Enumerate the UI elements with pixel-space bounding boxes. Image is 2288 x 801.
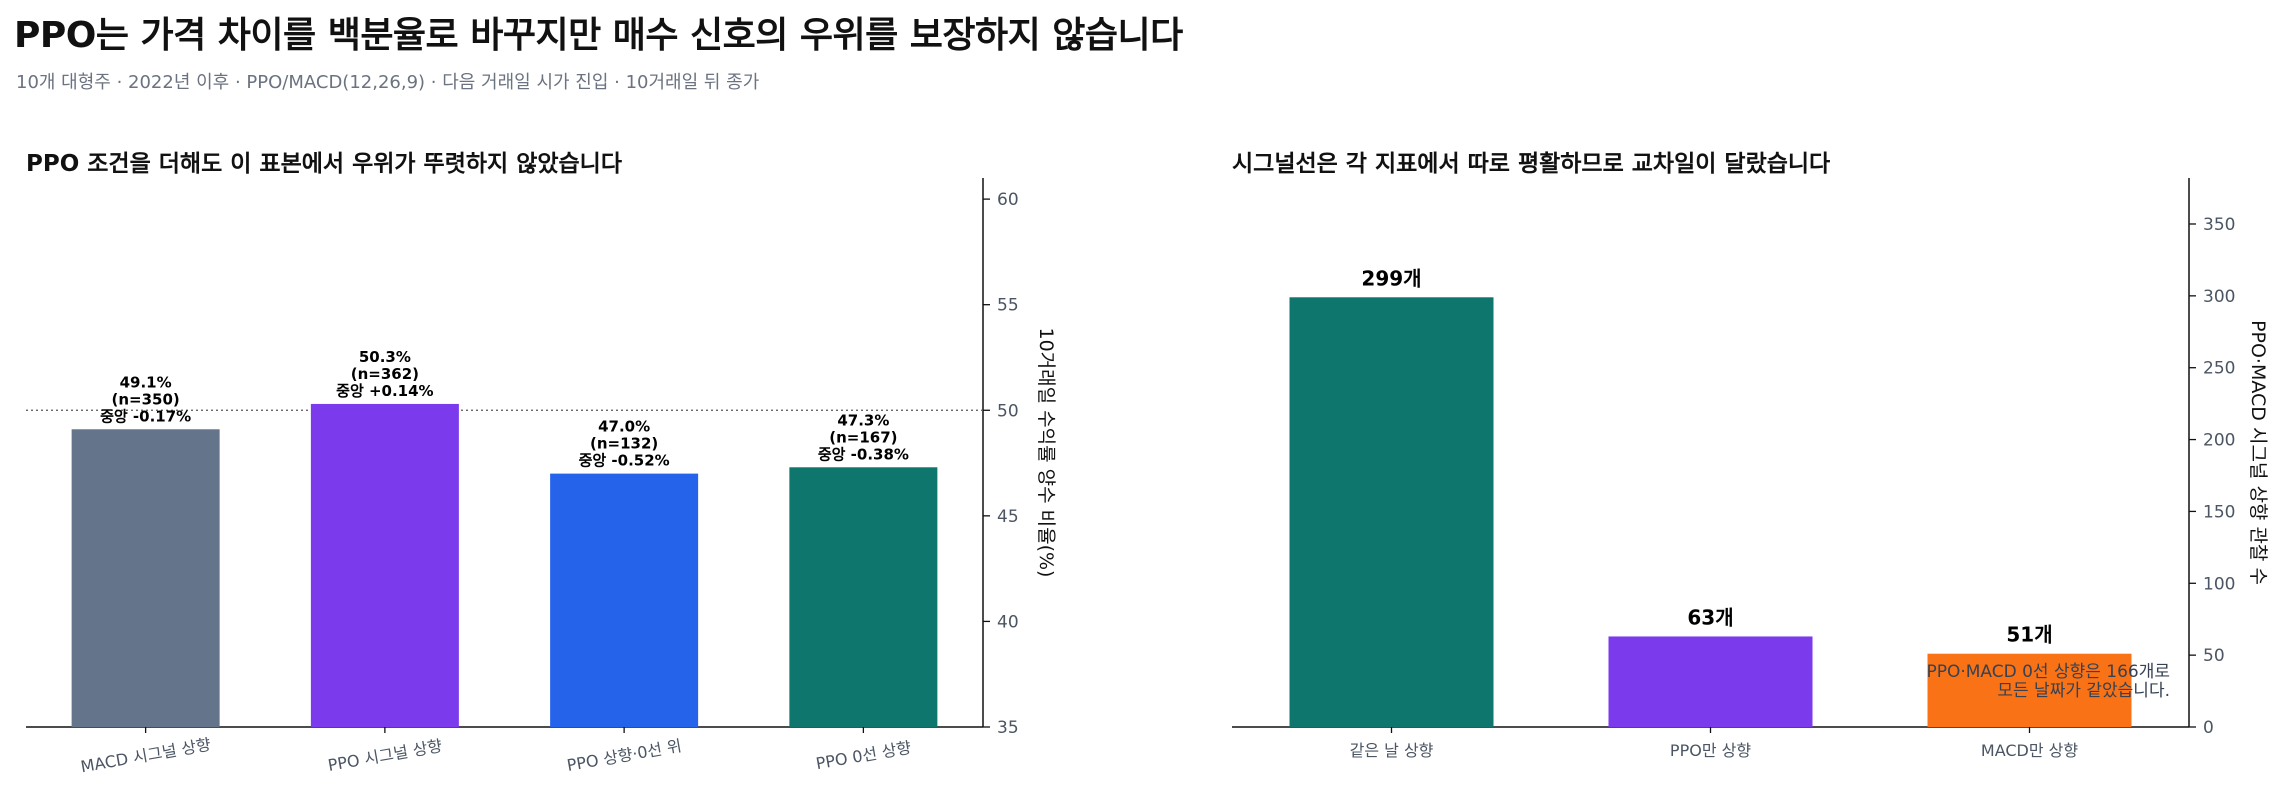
chart-2-annotation: PPO·MACD 0선 상향은 166개로	[1926, 662, 2170, 682]
chart-1-title: PPO 조건을 더해도 이 표본에서 우위가 뚜렷하지 않았습니다	[26, 151, 622, 177]
chart-2-category-label: PPO만 상향	[1670, 741, 1751, 760]
chart-1-bar	[550, 473, 699, 727]
chart-2-bar	[1927, 653, 2132, 727]
page-subtitle: 10개 대형주 · 2022년 이후 · PPO/MACD(12,26,9) ·…	[16, 72, 760, 93]
chart-1-data-label: 47.3%	[837, 411, 889, 429]
chart-2-annotation: 모든 날짜가 같았습니다.	[1997, 681, 2170, 701]
chart-2-bar	[1608, 636, 1813, 727]
chart-2-y-tick-label: 100	[2203, 574, 2235, 594]
chart-1-data-label: (n=362)	[351, 365, 419, 383]
chart-2-y-tick-label: 200	[2203, 431, 2235, 451]
chart-2-y-tick-label: 350	[2203, 215, 2235, 235]
chart-2-y-tick-label: 150	[2203, 502, 2235, 522]
chart-1-y-tick-label: 50	[997, 401, 1019, 421]
chart-2-y-tick-label: 250	[2203, 359, 2235, 379]
chart-1-data-label: 중앙 +0.14%	[336, 382, 433, 400]
chart-1-data-label: (n=350)	[111, 390, 179, 408]
chart-1-category-label: PPO 시그널 상향	[326, 736, 443, 775]
chart-1-category-label: MACD 시그널 상향	[79, 735, 212, 777]
chart-2-category-label: MACD만 상향	[1981, 741, 2078, 760]
chart-2-data-label: 63개	[1687, 605, 1733, 629]
chart-1-data-label: 50.3%	[359, 348, 411, 366]
chart-1-y-tick-label: 60	[997, 190, 1019, 210]
chart-1-y-tick-label: 55	[997, 296, 1019, 316]
chart-1-data-label: 49.1%	[120, 373, 172, 391]
page-title: PPO는 가격 차이를 백분율로 바꾸지만 매수 신호의 우위를 보장하지 않습…	[14, 15, 1183, 56]
chart-1-y-tick-label: 40	[997, 612, 1019, 632]
chart-1-category-label: PPO 상향·0선 위	[565, 736, 683, 775]
chart-1-data-label: 중앙 -0.52%	[579, 452, 670, 470]
chart-1-bar	[71, 429, 220, 727]
chart-1-bar	[789, 467, 938, 727]
chart-1-data-label: 중앙 -0.38%	[818, 445, 909, 463]
chart-2-bar	[1289, 297, 1494, 727]
chart-1-category-label: PPO 0선 상향	[814, 738, 913, 774]
chart-1-data-label: 47.0%	[598, 418, 650, 436]
chart-1-bar	[310, 403, 459, 727]
chart-1-y-tick-label: 45	[997, 507, 1019, 527]
chart-2-category-label: 같은 날 상향	[1350, 741, 1434, 760]
chart-2-y-tick-label: 300	[2203, 287, 2235, 307]
chart-1-data-label: 중앙 -0.17%	[100, 407, 191, 425]
chart-2-data-label: 51개	[2006, 623, 2052, 647]
chart-1-y-tick-label: 35	[997, 718, 1019, 738]
chart-2-y-tick-label: 0	[2203, 718, 2214, 738]
chart-2-data-label: 299개	[1361, 266, 1421, 290]
chart-1-data-label: (n=132)	[590, 435, 658, 453]
chart-2-y-axis-label: PPO·MACD 시그널 상향 관찰 수	[2247, 320, 2269, 585]
chart-2-y-tick-label: 50	[2203, 646, 2225, 666]
chart-1-data-label: (n=167)	[829, 428, 897, 446]
chart-1-y-axis-label: 10거래일 수익률 양수 비율(%)	[1035, 328, 1057, 578]
chart-2-title: 시그널선은 각 지표에서 따로 평활하므로 교차일이 달랐습니다	[1232, 151, 1831, 177]
